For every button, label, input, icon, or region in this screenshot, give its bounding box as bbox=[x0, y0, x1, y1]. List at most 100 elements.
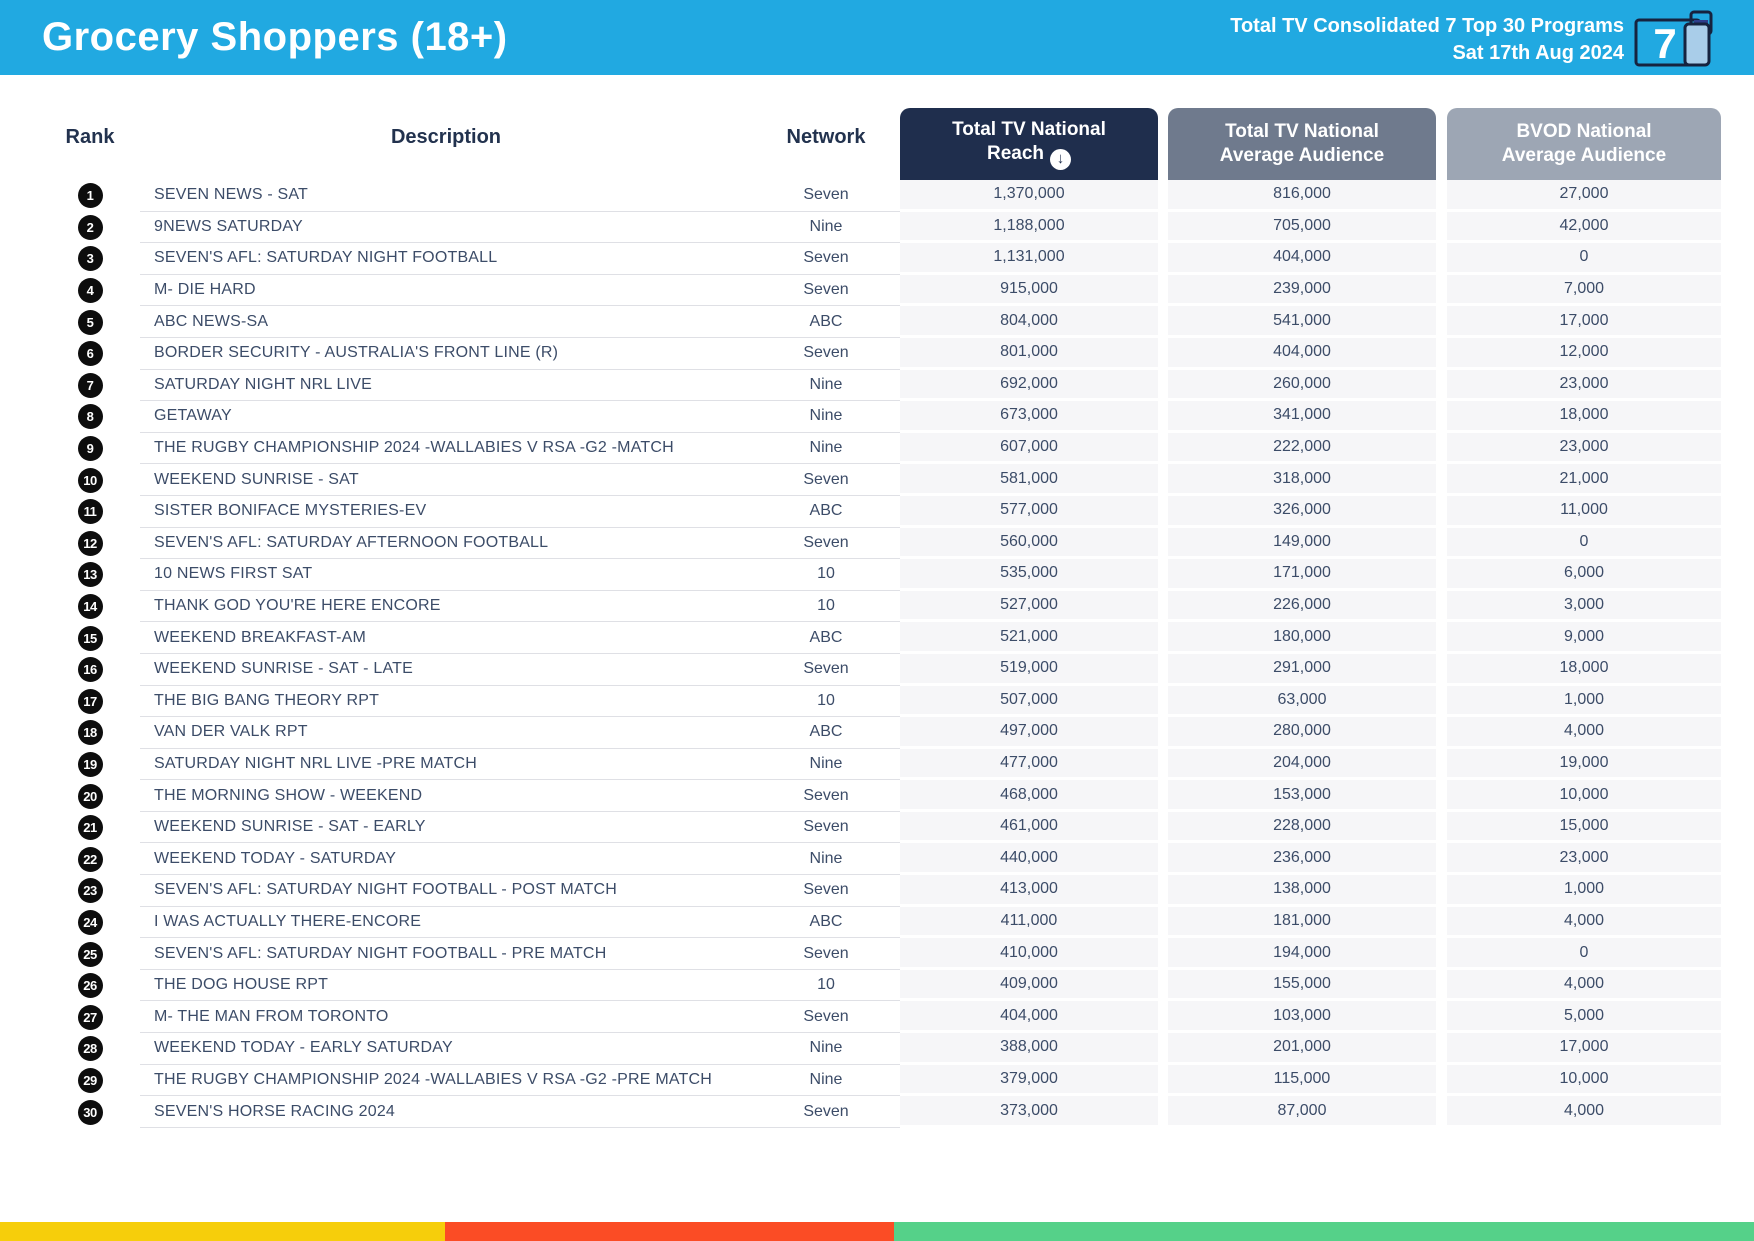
bvod-audience-cell: 17,000 bbox=[1447, 1033, 1721, 1065]
program-description: THE BIG BANG THEORY RPT bbox=[140, 686, 752, 718]
bvod-audience-cell: 0 bbox=[1447, 243, 1721, 275]
footer-color-segment bbox=[894, 1222, 1754, 1241]
footer-color-bar bbox=[0, 1222, 1754, 1241]
rank-badge: 14 bbox=[77, 594, 103, 620]
rank-badge: 2 bbox=[77, 214, 103, 240]
reach-cell: 404,000 bbox=[900, 1001, 1158, 1034]
bvod-audience-cell: 23,000 bbox=[1447, 843, 1721, 876]
table-row: 10 WEEKEND SUNRISE - SAT Seven 581,000 3… bbox=[40, 464, 1754, 496]
program-description: SEVEN'S AFL: SATURDAY NIGHT FOOTBALL bbox=[140, 243, 752, 275]
reach-cell: 560,000 bbox=[900, 527, 1158, 560]
bvod-audience-cell: 0 bbox=[1447, 527, 1721, 560]
reach-column-header[interactable]: Total TV National Reach ↓ bbox=[900, 108, 1158, 180]
table-body: 1 SEVEN NEWS - SAT Seven 1,370,000 816,0… bbox=[40, 180, 1754, 1128]
rank-badge: 30 bbox=[77, 1099, 103, 1125]
avg-audience-cell: 404,000 bbox=[1168, 337, 1436, 370]
rank-badge: 13 bbox=[77, 562, 103, 588]
report-header: Grocery Shoppers (18+) Total TV Consolid… bbox=[0, 0, 1754, 75]
table-row: 7 SATURDAY NIGHT NRL LIVE Nine 692,000 2… bbox=[40, 369, 1754, 402]
rank-badge: 28 bbox=[77, 1036, 103, 1062]
avg-audience-cell: 63,000 bbox=[1168, 685, 1436, 718]
rank-badge: 7 bbox=[77, 372, 103, 398]
avg-audience-cell: 260,000 bbox=[1168, 369, 1436, 402]
network-cell: Seven bbox=[752, 243, 900, 275]
avg-audience-cell: 201,000 bbox=[1168, 1033, 1436, 1065]
rank-badge: 15 bbox=[77, 625, 103, 651]
network-cell: Seven bbox=[752, 180, 900, 212]
network-cell: Seven bbox=[752, 275, 900, 307]
bvod-audience-cell: 42,000 bbox=[1447, 211, 1721, 244]
reach-cell: 535,000 bbox=[900, 559, 1158, 591]
table-row: 30 SEVEN'S HORSE RACING 2024 Seven 373,0… bbox=[40, 1096, 1754, 1128]
reach-cell: 527,000 bbox=[900, 590, 1158, 623]
program-description: SISTER BONIFACE MYSTERIES-EV bbox=[140, 496, 752, 528]
tv-phone-icon: 7 bbox=[1634, 10, 1720, 73]
table-row: 11 SISTER BONIFACE MYSTERIES-EV ABC 577,… bbox=[40, 495, 1754, 528]
footer-color-segment bbox=[0, 1222, 445, 1241]
bvod-audience-cell: 11,000 bbox=[1447, 495, 1721, 528]
avg-audience-column-header[interactable]: Total TV National Average Audience bbox=[1168, 108, 1436, 180]
rank-badge: 6 bbox=[77, 341, 103, 367]
rank-badge: 18 bbox=[77, 720, 103, 746]
bvod-audience-cell: 10,000 bbox=[1447, 1064, 1721, 1097]
table-row: 9 THE RUGBY CHAMPIONSHIP 2024 -WALLABIES… bbox=[40, 432, 1754, 465]
bvod-audience-cell: 9,000 bbox=[1447, 622, 1721, 654]
network-cell: Nine bbox=[752, 401, 900, 433]
reach-cell: 915,000 bbox=[900, 274, 1158, 307]
reach-cell: 507,000 bbox=[900, 685, 1158, 718]
description-column-header: Description bbox=[390, 126, 502, 148]
column-gap bbox=[1158, 95, 1168, 180]
reach-cell: 673,000 bbox=[900, 401, 1158, 433]
table-row: 17 THE BIG BANG THEORY RPT 10 507,000 63… bbox=[40, 685, 1754, 718]
rank-badge: 26 bbox=[77, 973, 103, 999]
reach-cell: 521,000 bbox=[900, 622, 1158, 654]
reach-cell: 379,000 bbox=[900, 1064, 1158, 1097]
table-row: 25 SEVEN'S AFL: SATURDAY NIGHT FOOTBALL … bbox=[40, 938, 1754, 970]
bvod-audience-column-header[interactable]: BVOD National Average Audience bbox=[1447, 108, 1721, 180]
bvod-audience-cell: 3,000 bbox=[1447, 590, 1721, 623]
network-cell: 10 bbox=[752, 970, 900, 1002]
reach-cell: 804,000 bbox=[900, 306, 1158, 338]
reach-cell: 801,000 bbox=[900, 337, 1158, 370]
table-row: 18 VAN DER VALK RPT ABC 497,000 280,000 … bbox=[40, 717, 1754, 749]
network-cell: ABC bbox=[752, 306, 900, 338]
bvod-audience-cell: 23,000 bbox=[1447, 369, 1721, 402]
table-row: 1 SEVEN NEWS - SAT Seven 1,370,000 816,0… bbox=[40, 180, 1754, 212]
table-row: 6 BORDER SECURITY - AUSTRALIA'S FRONT LI… bbox=[40, 337, 1754, 370]
sort-descending-icon[interactable]: ↓ bbox=[1050, 148, 1072, 170]
bvod-audience-cell: 27,000 bbox=[1447, 180, 1721, 212]
bvod-audience-cell: 1,000 bbox=[1447, 685, 1721, 718]
avg-audience-cell: 155,000 bbox=[1168, 969, 1436, 1002]
table-row: 19 SATURDAY NIGHT NRL LIVE -PRE MATCH Ni… bbox=[40, 748, 1754, 781]
program-description: M- THE MAN FROM TORONTO bbox=[140, 1001, 752, 1034]
rank-badge: 1 bbox=[77, 183, 103, 209]
reach-cell: 692,000 bbox=[900, 369, 1158, 402]
bvod-audience-cell: 10,000 bbox=[1447, 780, 1721, 812]
table-row: 8 GETAWAY Nine 673,000 341,000 18,000 bbox=[40, 401, 1754, 433]
network-column-header: Network bbox=[786, 126, 866, 148]
network-cell: Seven bbox=[752, 528, 900, 560]
network-cell: Seven bbox=[752, 938, 900, 970]
page-title: Grocery Shoppers (18+) bbox=[42, 15, 508, 59]
program-description: BORDER SECURITY - AUSTRALIA'S FRONT LINE… bbox=[140, 338, 752, 370]
network-cell: 10 bbox=[752, 559, 900, 591]
network-cell: Seven bbox=[752, 654, 900, 686]
program-description: 9NEWS SATURDAY bbox=[140, 212, 752, 244]
table-row: 28 WEEKEND TODAY - EARLY SATURDAY Nine 3… bbox=[40, 1033, 1754, 1065]
bvod-audience-cell: 18,000 bbox=[1447, 401, 1721, 433]
table-row: 5 ABC NEWS-SA ABC 804,000 541,000 17,000 bbox=[40, 306, 1754, 338]
network-cell: Seven bbox=[752, 1001, 900, 1034]
footer-color-segment bbox=[444, 1222, 894, 1241]
reach-cell: 581,000 bbox=[900, 464, 1158, 496]
network-cell: 10 bbox=[752, 686, 900, 718]
rank-badge: 16 bbox=[77, 657, 103, 683]
program-description: THE RUGBY CHAMPIONSHIP 2024 -WALLABIES V… bbox=[140, 433, 752, 465]
bvod-audience-cell: 4,000 bbox=[1447, 906, 1721, 939]
rank-badge: 5 bbox=[77, 309, 103, 335]
table-row: 29 THE RUGBY CHAMPIONSHIP 2024 -WALLABIE… bbox=[40, 1064, 1754, 1097]
table-row: 2 9NEWS SATURDAY Nine 1,188,000 705,000 … bbox=[40, 211, 1754, 244]
logo-number: 7 bbox=[1653, 20, 1676, 67]
avg-audience-cell: 318,000 bbox=[1168, 464, 1436, 496]
program-description: ABC NEWS-SA bbox=[140, 306, 752, 338]
program-description: SATURDAY NIGHT NRL LIVE -PRE MATCH bbox=[140, 749, 752, 781]
